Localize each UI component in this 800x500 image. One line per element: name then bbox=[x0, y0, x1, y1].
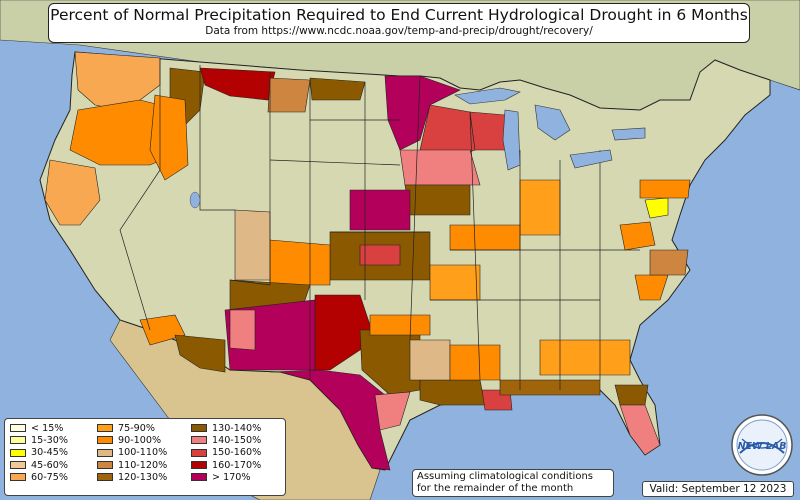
great-salt-lake bbox=[189, 191, 201, 209]
region-nebraska bbox=[349, 189, 411, 231]
region-texas-coast bbox=[374, 391, 411, 431]
region-n-florida bbox=[614, 384, 649, 406]
legend-column-3: 130-140% 140-150% 150-160% 160-170% > 17… bbox=[191, 422, 261, 483]
region-mississippi bbox=[449, 344, 501, 381]
legend-item: 120-130% bbox=[97, 471, 167, 483]
region-colorado bbox=[269, 239, 331, 286]
region-montana bbox=[199, 67, 276, 101]
great-lakes bbox=[454, 87, 646, 171]
legend-item: > 170% bbox=[191, 471, 261, 483]
legend-label: 45-60% bbox=[31, 459, 68, 471]
legend-swatch bbox=[191, 436, 207, 445]
legend-column-1: < 15% 15-30% 30-45% 45-60% 60-75% bbox=[10, 422, 68, 483]
legend-swatch bbox=[97, 424, 113, 433]
title-box: Percent of Normal Precipitation Required… bbox=[48, 3, 750, 43]
region-nevada bbox=[149, 94, 189, 181]
region-maryland bbox=[644, 197, 669, 219]
region-virginia bbox=[619, 221, 656, 251]
legend-item: 60-75% bbox=[10, 471, 68, 483]
region-se-new-mexico bbox=[314, 294, 376, 371]
legend-swatch bbox=[97, 448, 113, 457]
legend-item: 75-90% bbox=[97, 422, 167, 434]
region-tennessee-s bbox=[429, 264, 481, 301]
legend-label: 15-30% bbox=[31, 434, 68, 446]
legend: < 15% 15-30% 30-45% 45-60% 60-75% 75-90%… bbox=[4, 418, 286, 496]
legend-label: 90-100% bbox=[118, 434, 162, 446]
note-line-2: for the remainder of the month bbox=[417, 483, 574, 494]
valid-date: Valid: September 12 2023 bbox=[642, 481, 794, 497]
region-georgia bbox=[539, 339, 631, 376]
legend-swatch bbox=[97, 436, 113, 445]
region-florida bbox=[619, 404, 661, 456]
legend-swatch bbox=[97, 461, 113, 470]
legend-label: 100-110% bbox=[118, 447, 168, 459]
map-title: Percent of Normal Precipitation Required… bbox=[50, 6, 748, 24]
legend-item: 30-45% bbox=[10, 447, 68, 459]
region-texas bbox=[269, 369, 391, 471]
legend-label: 30-45% bbox=[31, 447, 68, 459]
region-s-california bbox=[139, 314, 186, 346]
legend-label: 140-150% bbox=[212, 434, 262, 446]
legend-item: 15-30% bbox=[10, 434, 68, 446]
legend-swatch bbox=[97, 473, 113, 482]
legend-swatch bbox=[10, 473, 26, 482]
legend-label: 110-120% bbox=[118, 459, 168, 471]
region-n-california bbox=[44, 159, 101, 226]
legend-swatch bbox=[10, 436, 26, 445]
region-montana-east bbox=[267, 77, 311, 113]
legend-label: < 15% bbox=[31, 422, 64, 434]
legend-label: 150-160% bbox=[212, 447, 262, 459]
legend-item: < 15% bbox=[10, 422, 68, 434]
legend-item: 90-100% bbox=[97, 434, 167, 446]
legend-item: 100-110% bbox=[97, 447, 167, 459]
legend-item: 160-170% bbox=[191, 459, 261, 471]
legend-column-2: 75-90% 90-100% 100-110% 110-120% 120-130… bbox=[97, 422, 167, 483]
region-oklahoma-east bbox=[369, 314, 431, 336]
legend-label: 130-140% bbox=[212, 422, 262, 434]
legend-swatch bbox=[10, 461, 26, 470]
assumption-note: Assuming climatological conditions for t… bbox=[412, 469, 614, 497]
region-pennsylvania bbox=[639, 179, 691, 199]
legend-item: 130-140% bbox=[191, 422, 261, 434]
logo-text: NEW LAB bbox=[738, 441, 787, 452]
region-oklahoma-mid bbox=[359, 244, 401, 266]
legend-swatch bbox=[191, 461, 207, 470]
region-michigan bbox=[469, 111, 506, 151]
region-nc-coast bbox=[649, 249, 689, 276]
region-utah bbox=[234, 209, 271, 281]
legend-item: 45-60% bbox=[10, 459, 68, 471]
legend-item: 140-150% bbox=[191, 434, 261, 446]
new-lab-logo-icon: NEW LAB bbox=[731, 414, 793, 476]
region-louisiana bbox=[419, 379, 486, 406]
region-north-dakota bbox=[309, 77, 366, 101]
legend-swatch bbox=[10, 424, 26, 433]
legend-label: 120-130% bbox=[118, 471, 168, 483]
region-kentucky-tn bbox=[449, 224, 521, 251]
note-line-1: Assuming climatological conditions bbox=[417, 471, 593, 482]
legend-label: 160-170% bbox=[212, 459, 262, 471]
legend-swatch bbox=[191, 424, 207, 433]
map-subtitle: Data from https://www.ncdc.noaa.gov/temp… bbox=[205, 25, 593, 37]
legend-label: > 170% bbox=[212, 471, 251, 483]
region-arkansas bbox=[409, 339, 451, 381]
state-boundaries bbox=[119, 58, 640, 390]
legend-swatch bbox=[10, 448, 26, 457]
legend-label: 60-75% bbox=[31, 471, 68, 483]
legend-item: 110-120% bbox=[97, 459, 167, 471]
region-sw-arizona bbox=[174, 334, 226, 373]
legend-swatch bbox=[191, 448, 207, 457]
region-minnesota bbox=[384, 75, 461, 151]
region-gulf-coast bbox=[499, 379, 601, 396]
legend-swatch bbox=[191, 473, 207, 482]
legend-label: 75-90% bbox=[118, 422, 155, 434]
legend-item: 150-160% bbox=[191, 447, 261, 459]
region-indiana-ohio bbox=[519, 179, 561, 236]
region-arizona-s bbox=[229, 309, 256, 351]
region-iowa bbox=[399, 149, 481, 186]
